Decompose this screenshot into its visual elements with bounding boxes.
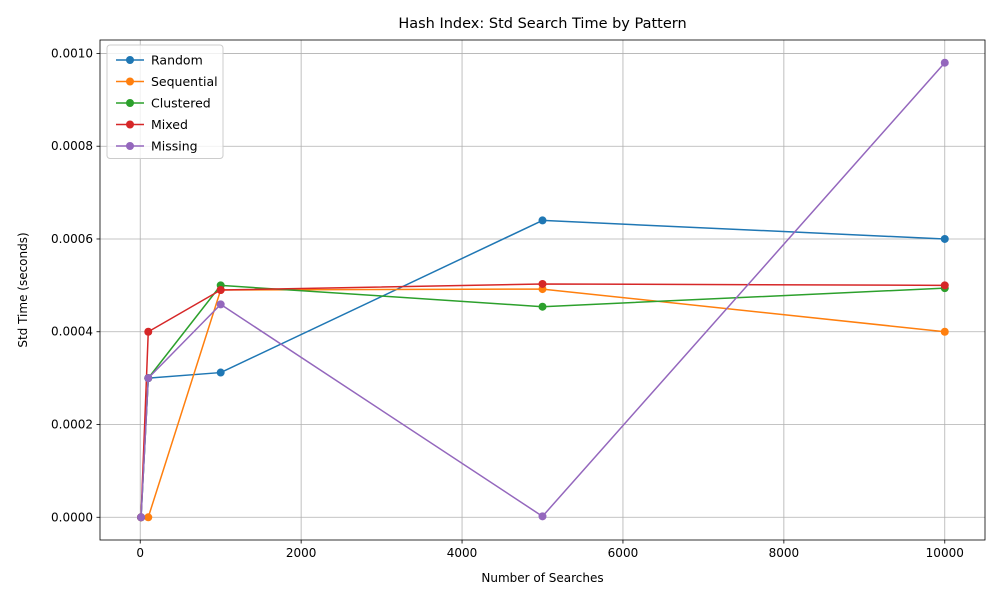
x-tick-label: 2000 xyxy=(286,546,317,560)
x-tick-label: 6000 xyxy=(608,546,639,560)
chart-title: Hash Index: Std Search Time by Pattern xyxy=(398,16,686,32)
legend-item-random: Random xyxy=(116,53,203,68)
data-point-clustered xyxy=(538,302,547,311)
legend-swatch-marker xyxy=(126,77,134,86)
plot-frame xyxy=(99,39,986,541)
data-point-sequential xyxy=(144,513,153,522)
x-tick-label: 10000 xyxy=(926,546,964,560)
axis-ticks: 0 2000 4000 6000 8000 10000 0.0000 0.0002 0.0004… xyxy=(51,46,964,560)
x-axis-label: Number of Searches xyxy=(481,571,603,585)
data-point-missing xyxy=(216,300,225,309)
y-axis-label: Std Time (seconds) xyxy=(16,232,30,347)
series-layer xyxy=(137,58,949,522)
data-point-missing xyxy=(137,513,146,522)
y-tick-label: 0.0002 xyxy=(51,418,93,432)
y-tick-label: 0.0008 xyxy=(51,139,93,153)
legend-swatch-marker xyxy=(126,99,134,107)
legend-label: Random xyxy=(151,53,203,68)
x-tick-label: 8000 xyxy=(769,546,800,560)
legend-swatch-marker xyxy=(126,142,134,150)
data-point-mixed xyxy=(216,286,225,294)
legend-label: Clustered xyxy=(151,96,211,111)
data-point-mixed xyxy=(538,279,547,288)
data-point-mixed xyxy=(144,327,153,336)
legend-label: Missing xyxy=(151,139,198,154)
data-point-sequential xyxy=(940,327,949,336)
data-point-random xyxy=(216,368,225,377)
legend-label: Mixed xyxy=(151,117,188,132)
data-point-mixed xyxy=(940,281,949,290)
legend-swatch-marker xyxy=(126,120,134,129)
legend: Random Sequential Clustered Mixed Missing xyxy=(106,44,224,159)
legend-item-clustered: Clustered xyxy=(116,96,211,111)
y-tick-label: 0.0010 xyxy=(51,46,93,60)
data-point-missing xyxy=(144,374,153,383)
legend-box xyxy=(106,44,224,159)
y-tick-label: 0.0006 xyxy=(51,232,93,246)
legend-item-mixed: Mixed xyxy=(116,117,188,132)
legend-item-missing: Missing xyxy=(116,139,198,154)
legend-swatch-marker xyxy=(126,56,134,64)
x-tick-label: 4000 xyxy=(447,546,478,560)
y-tick-label: 0.0000 xyxy=(51,510,93,524)
data-point-random xyxy=(538,216,547,225)
data-point-random xyxy=(940,234,949,243)
data-point-missing xyxy=(940,58,949,67)
series-missing xyxy=(137,58,949,522)
legend-label: Sequential xyxy=(151,74,218,89)
x-tick-label: 0 xyxy=(136,546,144,560)
legend-item-sequential: Sequential xyxy=(116,74,218,89)
y-tick-label: 0.0004 xyxy=(51,325,93,339)
data-point-missing xyxy=(538,512,547,521)
